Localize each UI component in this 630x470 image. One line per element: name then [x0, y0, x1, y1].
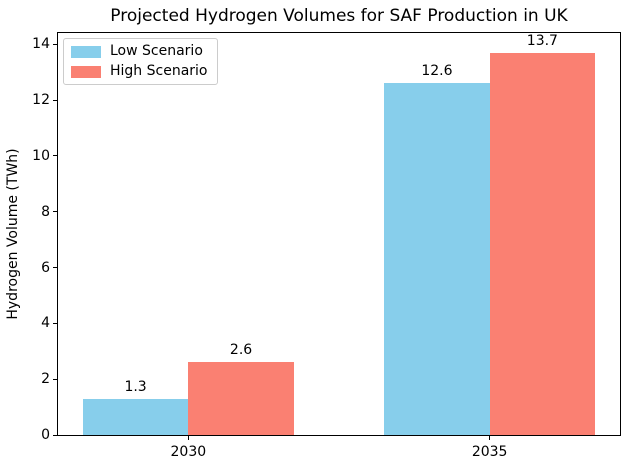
y-tick-mark — [53, 155, 57, 157]
bar — [188, 362, 294, 435]
y-tick-label: 10 — [32, 147, 50, 164]
y-tick-label: 12 — [32, 92, 50, 108]
bar — [82, 398, 189, 435]
bar-value-label: 13.7 — [526, 32, 558, 49]
legend-label: High Scenario — [110, 63, 208, 79]
y-tick-label: 8 — [41, 203, 50, 220]
y-tick-label: 0 — [41, 427, 50, 443]
bar — [489, 52, 596, 435]
x-tick-label: 2030 — [170, 444, 207, 460]
legend: Low Scenario High Scenario — [63, 38, 218, 85]
x-tick-label: 2035 — [471, 444, 508, 460]
legend-label: Low Scenario — [110, 43, 203, 59]
bar — [384, 83, 490, 435]
y-tick-label: 6 — [41, 259, 50, 276]
y-tick-mark — [53, 322, 57, 324]
legend-swatch — [71, 65, 101, 78]
y-tick-label: 4 — [41, 315, 50, 332]
y-tick-label: 2 — [41, 371, 50, 388]
y-tick-mark — [53, 211, 57, 213]
legend-item: Low Scenario — [71, 44, 208, 59]
bar-value-label: 12.6 — [421, 63, 453, 80]
bar-value-label: 1.3 — [124, 378, 147, 395]
y-tick-mark — [53, 378, 57, 380]
legend-swatch — [71, 45, 101, 58]
legend-item: High Scenario — [71, 64, 208, 79]
y-tick-mark — [53, 434, 57, 436]
chart-title: Projected Hydrogen Volumes for SAF Produ… — [110, 6, 568, 26]
y-tick-mark — [53, 43, 57, 45]
y-tick-label: 14 — [32, 36, 50, 53]
y-tick-mark — [53, 267, 57, 268]
x-tick-mark — [489, 436, 491, 440]
y-tick-mark — [53, 99, 57, 101]
bar-value-label: 2.6 — [229, 342, 253, 359]
x-tick-mark — [187, 436, 189, 440]
